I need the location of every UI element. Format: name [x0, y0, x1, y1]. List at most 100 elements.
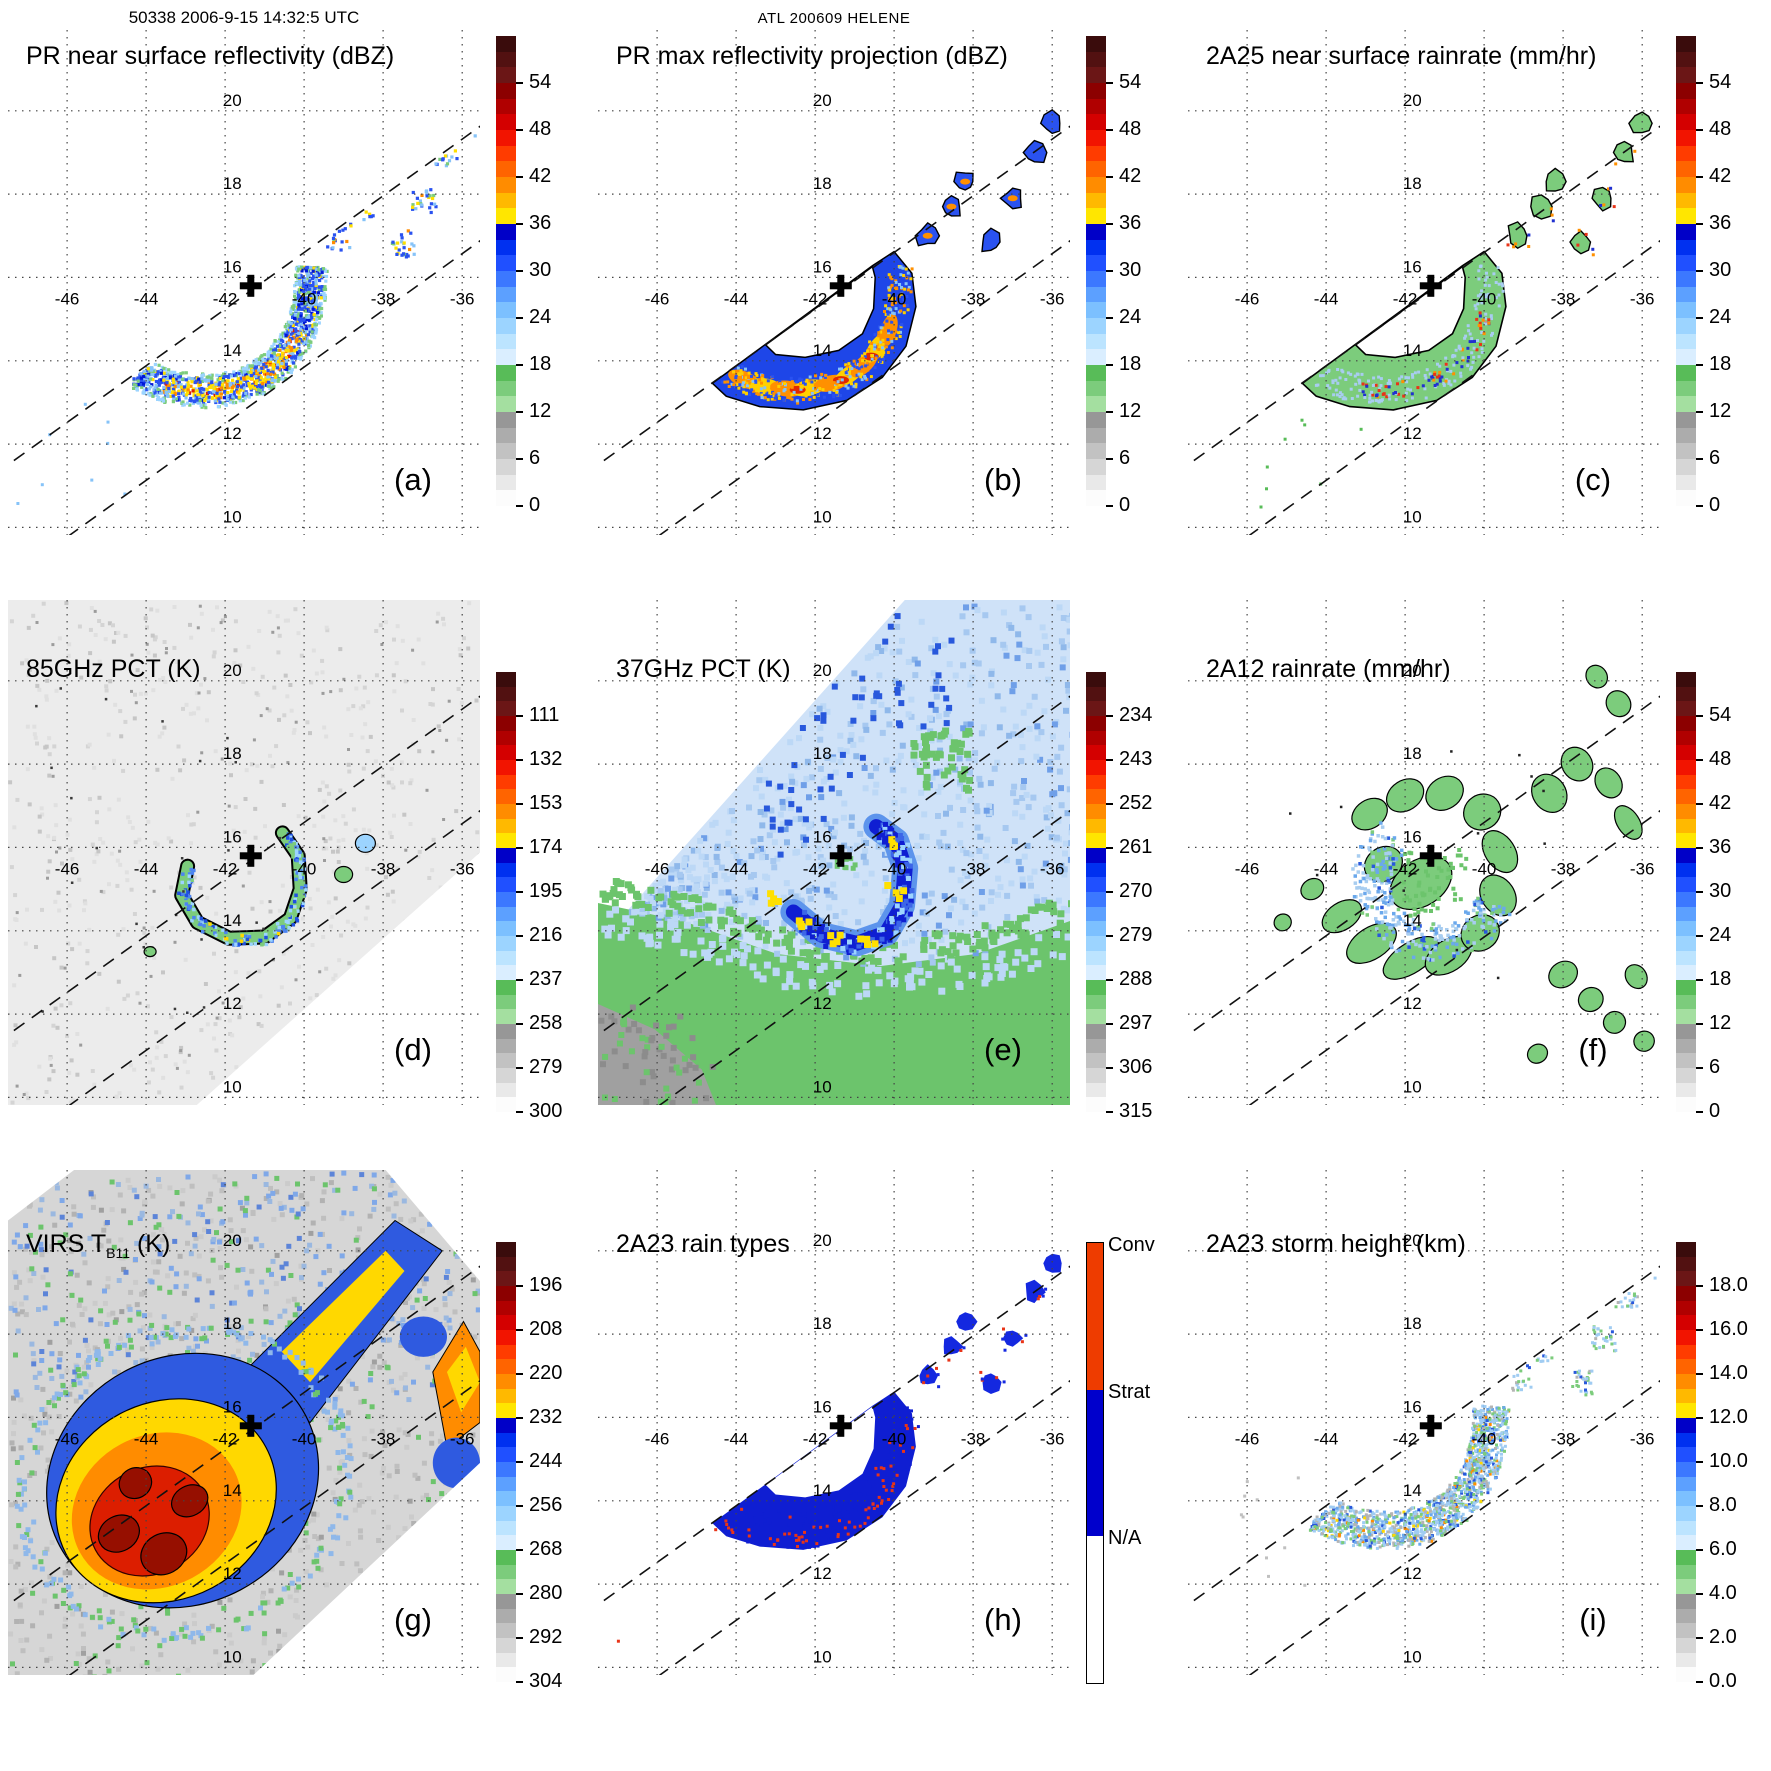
colorbar-tick-label: 220: [529, 1362, 563, 1384]
colorbar-segment: [1676, 774, 1696, 790]
colorbar-tick-label: 14.0: [1709, 1362, 1748, 1384]
colorbar-segment: [1676, 980, 1696, 995]
colorbar-tick: [516, 1549, 523, 1551]
lon-tick-label: -44: [134, 289, 159, 308]
colorbar-segment: [1676, 848, 1696, 863]
colorbar-tick-label: 6: [1709, 1056, 1721, 1078]
colorbar-segment: [496, 333, 516, 350]
colorbar-segment: [1086, 302, 1106, 319]
colorbar-segment-conv: [1087, 1243, 1103, 1390]
panel-letter: (b): [984, 461, 1022, 497]
colorbar-tick: [516, 1023, 523, 1025]
lat-tick-label: 16: [1403, 257, 1422, 276]
colorbar-segment: [496, 1374, 516, 1389]
colorbar-tick: [1106, 82, 1113, 84]
colorbar-segment: [1676, 1053, 1696, 1069]
lat-tick-label: 16: [813, 257, 832, 276]
lon-tick-label: -38: [371, 859, 396, 878]
lat-tick-label: 16: [223, 257, 242, 276]
colorbar-tick: [516, 223, 523, 225]
colorbar-tick: [1106, 129, 1113, 131]
storm-center-cross: [1419, 1414, 1442, 1437]
colorbar-tick: [1696, 1329, 1703, 1331]
colorbar-tick: [1696, 317, 1703, 319]
lon-tick-label: -36: [1630, 289, 1655, 308]
lat-tick-label: 10: [223, 507, 242, 526]
colorbar-tick: [1696, 1461, 1703, 1463]
colorbar-segment: [496, 1330, 516, 1345]
colorbar-segment: [496, 1491, 516, 1507]
swath-edge-line: [598, 125, 1070, 466]
colorbar-tick: [516, 1505, 523, 1507]
colorbar-segment: [1676, 936, 1696, 951]
colorbar-tick: [516, 176, 523, 178]
lat-tick-label: 16: [1403, 827, 1422, 846]
colorbar-segment: [496, 1520, 516, 1536]
colorbar-tick: [1696, 458, 1703, 460]
lon-tick-label: -46: [55, 1429, 80, 1448]
colorbar-segment: [1676, 921, 1696, 937]
colorbar-segment: [496, 490, 516, 507]
colorbar-segment: [496, 1315, 516, 1331]
colorbar-segment: [496, 848, 516, 863]
colorbar-segment: [496, 224, 516, 240]
colorbar-segment: [1676, 833, 1696, 849]
colorbar-segment: [1676, 1068, 1696, 1083]
colorbar-segment: [1086, 892, 1106, 907]
colorbar-segment: [496, 459, 516, 475]
colorbar-segment: [1676, 1256, 1696, 1272]
colorbar-segment: [1086, 396, 1106, 413]
colorbar-tick: [1696, 803, 1703, 805]
colorbar-segment: [496, 1082, 516, 1098]
colorbar-tick: [1696, 176, 1703, 178]
colorbar-tick: [1696, 223, 1703, 225]
colorbar-segment: [1676, 83, 1696, 99]
map-f: -46 -44 -42 -40 -38 -36 20 18 16 14 12 10: [1188, 600, 1660, 1105]
colorbar-segment: [496, 950, 516, 966]
colorbar-segment: [1676, 271, 1696, 287]
colorbar-tick: [1696, 1111, 1703, 1113]
colorbar-tick-label: 153: [529, 792, 563, 814]
colorbar-tick: [1696, 1373, 1703, 1375]
lat-tick-label: 10: [1403, 1077, 1422, 1096]
colorbar-segment: [496, 1652, 516, 1668]
swath-edge-line: [1248, 1379, 1660, 1675]
map-i: -46 -44 -42 -40 -38 -36 20 18 16 14 12 10: [1188, 1170, 1660, 1675]
rain-type-label: Conv: [1108, 1234, 1155, 1256]
colorbar-segment: [496, 1344, 516, 1360]
colorbar-segment: [1086, 427, 1106, 444]
lon-tick-label: -46: [645, 289, 670, 308]
colorbar-tick-label: 280: [529, 1582, 563, 1604]
colorbar-bar: [1676, 1242, 1696, 1683]
panel-letter: (i): [1579, 1601, 1607, 1637]
colorbar-segment: [1086, 950, 1106, 966]
colorbar: 54 48 42 36 30 24 18 12 6 0: [1676, 36, 1771, 516]
colorbar-tick: [1106, 223, 1113, 225]
colorbar-segment: [1086, 716, 1106, 731]
colorbar-segment: [496, 208, 516, 225]
colorbar-segment: [1676, 818, 1696, 834]
colorbar-segment: [1676, 161, 1696, 178]
lon-tick-label: -36: [1040, 859, 1065, 878]
colorbar-segment: [1086, 745, 1106, 761]
lat-tick-label: 20: [223, 661, 242, 680]
colorbar-bar: [1086, 672, 1106, 1113]
colorbar-tick-label: 4.0: [1709, 1582, 1737, 1604]
colorbar-tick: [1106, 1067, 1113, 1069]
colorbar-tick: [516, 317, 523, 319]
lat-tick-label: 18: [223, 1314, 242, 1333]
colorbar-segment: [496, 1242, 516, 1257]
colorbar-tick-label: 2.0: [1709, 1626, 1737, 1648]
lon-tick-label: -42: [213, 859, 238, 878]
colorbar-segment: [496, 51, 516, 68]
colorbar-tick-label: 18: [1709, 353, 1732, 375]
lat-tick-label: 12: [1403, 1564, 1422, 1583]
colorbar-segment: [496, 380, 516, 397]
colorbar: 54 48 42 36 30 24 18 12 6 0: [496, 36, 596, 516]
colorbar-segment: [496, 1594, 516, 1609]
map-b: -46 -44 -42 -40 -38 -36 20 18 16 14 12 10: [598, 30, 1070, 535]
colorbar-tick-label: 36: [1709, 212, 1732, 234]
colorbar-tick-label: 42: [1709, 165, 1732, 187]
lon-tick-label: -38: [1551, 289, 1576, 308]
lat-tick-label: 20: [1403, 661, 1422, 680]
